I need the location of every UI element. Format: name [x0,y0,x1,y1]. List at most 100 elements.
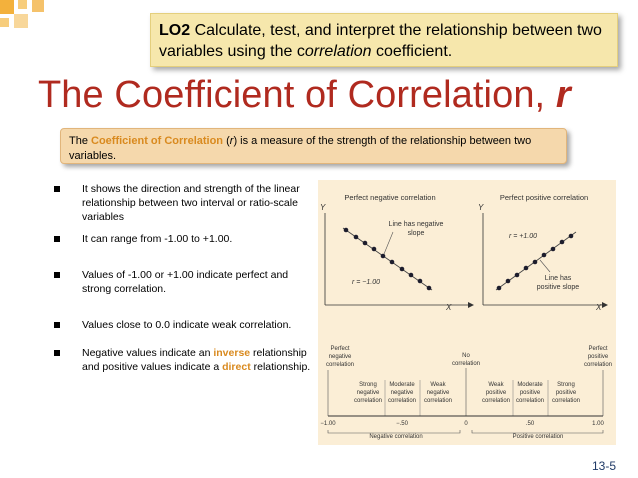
slide-title-main: The Coefficient of Correlation, [38,74,556,116]
bullet-list: It shows the direction and strength of t… [52,182,312,390]
bullet-text: relationship. [250,361,311,373]
objective-text-end: coefficient. [371,43,453,60]
scale-dividers [327,368,604,416]
neg-mod-l2: negative [391,390,414,396]
scale-center-l2: correlation [452,361,480,367]
pos-point [496,285,502,291]
neg-point [371,246,377,252]
decor-square [18,0,27,9]
bullet-item: It shows the direction and strength of t… [52,182,312,232]
pos-point [514,272,520,278]
neg-x-arrow [468,302,474,308]
pos-x-label: X [595,303,602,312]
bullet-text: It can range from -1.00 to +1.00. [82,233,233,245]
bullet-marker [54,186,60,192]
scale-right-l1: Perfect [588,346,607,352]
bullet-item: It can range from -1.00 to +1.00. [52,232,312,268]
pos-mod-l3: correlation [516,398,544,404]
pos-point [523,265,529,271]
neg-point [380,253,386,259]
neg-mod-l3: correlation [388,398,416,404]
neg-note-line1: Line has negative [389,221,444,228]
objective-emphasis: orrelation [304,43,372,60]
neg-weak-l2: negative [427,390,450,396]
neg-panel-title: Perfect negative correlation [344,193,435,202]
tick-p100: 1.00 [592,421,604,427]
bullet-text: It shows the direction and strength of t… [82,183,300,223]
pos-strong-l3: correlation [552,398,580,404]
pos-y-label: Y [478,203,484,212]
scale-right-l2: positive [588,354,609,360]
neg-weak-l1: Weak [430,382,446,388]
pos-r-label: r = +1.00 [509,233,537,240]
bullet-marker [54,350,60,356]
pos-mod-l1: Moderate [517,382,543,388]
definition-box: The Coefficient of Correlation (r) is a … [60,128,567,164]
scale-right-l3: correlation [584,362,612,368]
pos-mod-l2: positive [520,390,541,396]
pos-weak-l3: correlation [482,398,510,404]
definition-symbol: r [229,135,234,147]
bullet-marker [54,322,60,328]
pos-points [496,233,574,291]
scale-minor-dividers [384,380,549,416]
bullet-item: Negative values indicate an inverse rela… [52,346,312,390]
correlation-figure: Perfect negative correlation Y X Line ha… [318,180,616,445]
pos-strong-l2: positive [556,390,577,396]
scale-labels: Perfect negative correlation No correlat… [326,346,612,404]
bullet-text: relationship and positive values indicat… [82,347,307,373]
pos-note-line2: positive slope [537,284,580,291]
definition-symbol-open: ( [223,135,230,147]
neg-mod-l1: Moderate [389,382,415,388]
neg-strong-l1: Strong [359,382,377,388]
neg-point [417,278,423,284]
slide-title: The Coefficient of Correlation, r [38,74,571,117]
neg-bracket [327,430,461,434]
bullet-highlight-direct: direct [222,361,251,373]
neg-point [353,234,359,240]
scale-center-l1: No [462,353,470,359]
neg-point [408,272,414,278]
pos-point [541,252,547,258]
neg-caption: Negative correlation [369,434,422,440]
neg-y-label: Y [320,203,326,212]
neg-note-pointer [383,231,394,255]
bullet-marker [54,272,60,278]
pos-bracket [471,430,604,434]
neg-note-line2: slope [408,230,425,237]
tick-0: 0 [464,421,468,427]
pos-x-arrow [602,302,608,308]
scale-brackets [327,430,604,434]
decor-square [32,0,44,12]
neg-points [343,227,432,291]
pos-caption: Positive correlation [513,434,564,440]
objective-code: LO2 [159,22,191,39]
objective-text: Calculate, test, and interpret the relat… [159,22,602,60]
neg-weak-l3: correlation [424,398,452,404]
pos-strong-l1: Strong [557,382,575,388]
bullet-text: Values close to 0.0 indicate weak correl… [82,319,292,331]
neg-strong-l3: correlation [354,398,382,404]
definition-text: ) is a measure of the strength of the re… [69,135,532,162]
tick-m100: −1.00 [320,421,336,427]
scale-ticks: −1.00 −.50 0 .50 1.00 [320,421,604,427]
definition-prefix: The [69,135,92,147]
neg-strong-l2: negative [357,390,380,396]
neg-point [343,227,349,233]
tick-m50: −.50 [396,421,409,427]
neg-r-label: r = −1.00 [352,279,380,286]
scale-left-l3: correlation [326,362,354,368]
bullet-item: Values of -1.00 or +1.00 indicate perfec… [52,268,312,318]
figure-background [318,180,616,445]
neg-point [362,240,368,246]
decor-square [0,18,9,27]
scale-left-l2: negative [329,354,352,360]
bullet-text: Values of -1.00 or +1.00 indicate perfec… [82,269,289,295]
learning-objective-box: LO2 Calculate, test, and interpret the r… [150,13,618,67]
bullet-marker [54,236,60,242]
pos-point [559,239,565,245]
slide-title-symbol: r [555,74,571,116]
correlation-figure-svg: Perfect negative correlation Y X Line ha… [318,180,616,445]
pos-point [505,278,511,284]
decor-square [14,14,28,28]
